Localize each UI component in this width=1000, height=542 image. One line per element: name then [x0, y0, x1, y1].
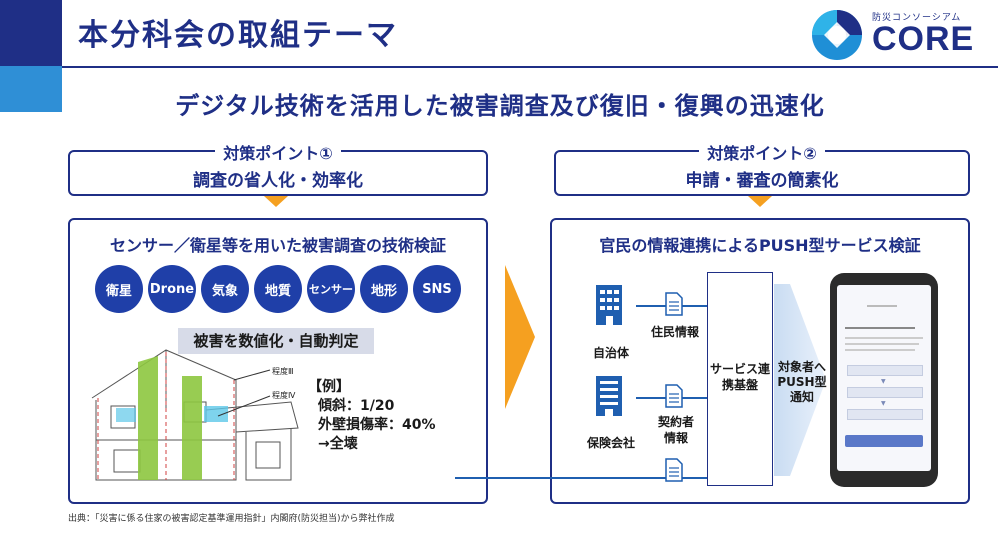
insurance-label: 保険会社 [587, 436, 636, 450]
push-notify-label: 対象者へPUSH型通知 [777, 360, 827, 404]
push-service-heading: 官民の情報連携によるPUSH型サービス検証 [599, 236, 921, 255]
point-1-subtitle: 調査の省人化・効率化 [193, 171, 363, 191]
example-tilt: 傾斜：1/20 [318, 398, 395, 414]
municipality-building-icon [596, 285, 622, 325]
connector-line [455, 477, 707, 479]
degree-4-label: 程度Ⅳ [272, 390, 296, 400]
title-divider [62, 66, 998, 68]
page-title: 本分科会の取組テーマ [78, 18, 398, 53]
source-note: 出典：「災害に係る住家の被害認定基準運用指針」内閣府(防災担当)から弊社作成 [68, 514, 395, 524]
service-platform-label: サービス連携基盤 [709, 362, 770, 392]
tag-sns: SNS [413, 265, 461, 313]
tag-drone: Drone [148, 265, 196, 313]
resident-info-label: 住民情報 [651, 325, 700, 339]
phone-submit-button [845, 435, 923, 447]
tag-sensor: センサー [307, 265, 355, 313]
header-accent-bar [0, 0, 62, 66]
damaged-house-illustration: 程度Ⅲ 程度Ⅳ [91, 349, 299, 481]
quantify-banner: 被害を数値化・自動判定 [178, 328, 374, 354]
point-2-subtitle: 申請・審査の簡素化 [685, 171, 839, 191]
degree-3-label: 程度Ⅲ [272, 366, 294, 376]
example-wall-damage: 外壁損傷率：40% [318, 417, 436, 433]
phone-screen: ▼ ▼ [837, 285, 931, 471]
core-logo: 防災コンソーシアム CORE [808, 8, 994, 62]
tag-weather: 気象 [201, 265, 249, 313]
point-1-down-arrow-icon [264, 196, 288, 207]
policyholder-info-label: 契約者情報 [657, 415, 694, 445]
header-accent-bar-light [0, 66, 62, 112]
document-icon [665, 292, 683, 316]
service-platform-box: サービス連携基盤 [707, 272, 773, 486]
logo-wordmark: CORE [872, 20, 975, 58]
headline: デジタル技術を活用した被害調査及び復旧・復興の迅速化 [175, 92, 825, 120]
example-heading: 【例】 [308, 379, 350, 395]
municipality-label: 自治体 [593, 346, 630, 360]
document-icon [665, 384, 683, 408]
sensor-panel-heading: センサー／衛星等を用いた被害調査の技術検証 [109, 236, 446, 255]
push-arrow-icon [774, 284, 826, 476]
logo-subtitle: 防災コンソーシアム [872, 13, 962, 23]
point-2-box: 対策ポイント② 申請・審査の簡素化 [554, 144, 970, 196]
point-1-title: 対策ポイント① [215, 144, 341, 163]
example-result: →全壊 [318, 436, 358, 452]
point-1-box: 対策ポイント① 調査の省人化・効率化 [68, 144, 488, 196]
smartphone-mockup: ▼ ▼ [830, 273, 938, 487]
example-text: 【例】 傾斜：1/20 外壁損傷率：40% →全壊 [308, 378, 436, 454]
point-2-title: 対策ポイント② [699, 144, 825, 163]
point-2-down-arrow-icon [748, 196, 772, 207]
insurance-building-icon [596, 376, 622, 416]
flow-arrow-icon [505, 265, 535, 409]
tag-satellite: 衛星 [95, 265, 143, 313]
tag-geology: 地質 [254, 265, 302, 313]
core-logo-icon [812, 10, 862, 60]
document-icon [665, 458, 683, 482]
tag-terrain: 地形 [360, 265, 408, 313]
